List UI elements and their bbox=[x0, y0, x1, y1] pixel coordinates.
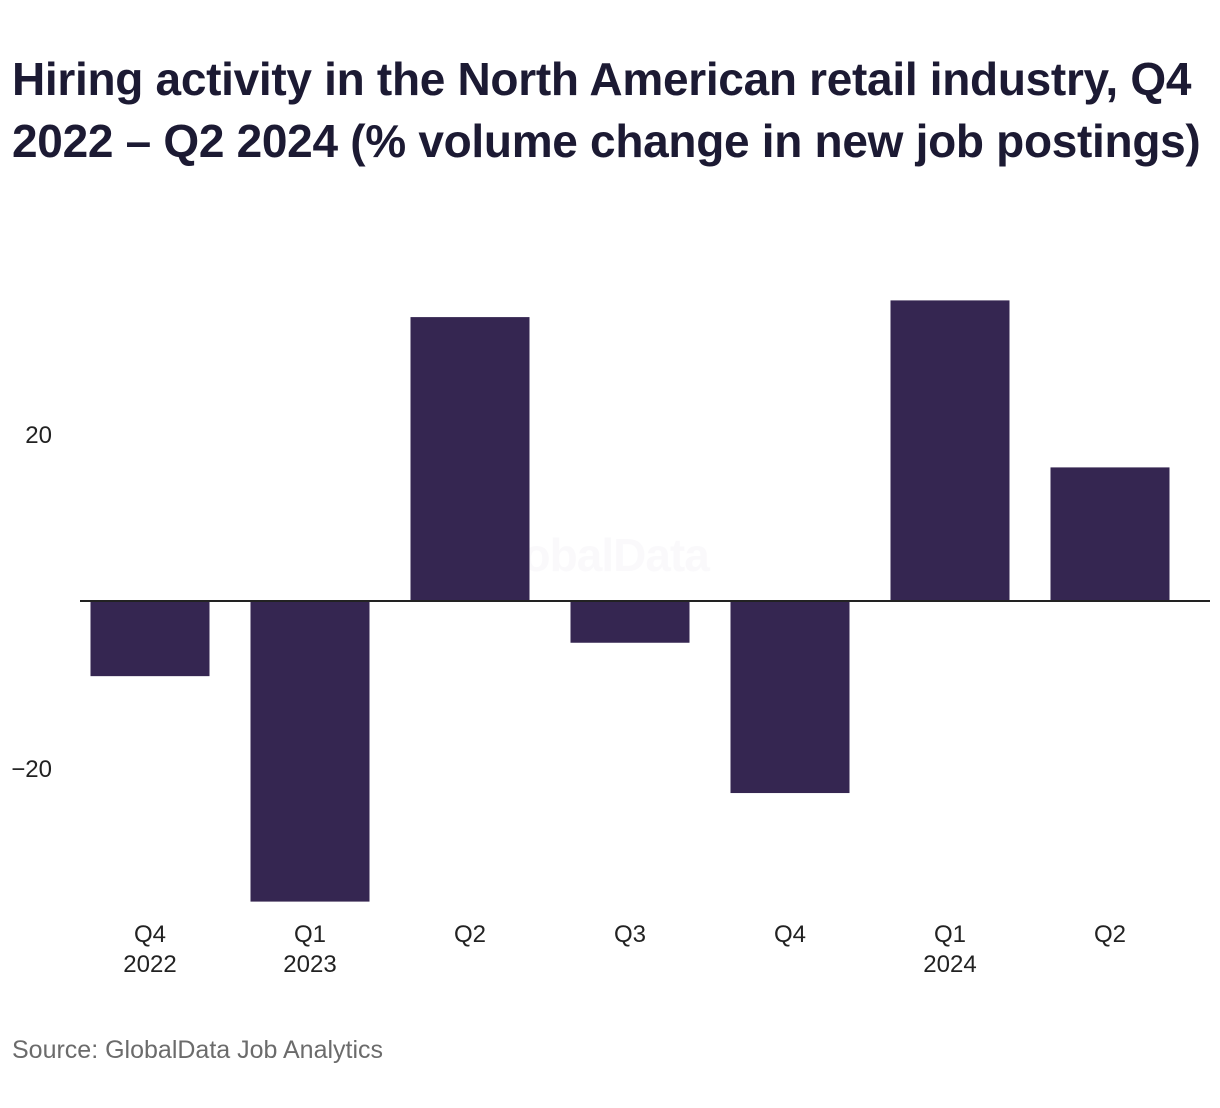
x-tick-year: 2023 bbox=[283, 951, 336, 978]
bar bbox=[730, 601, 850, 794]
bar bbox=[410, 317, 530, 601]
x-tick-year: 2022 bbox=[123, 951, 176, 978]
bar bbox=[570, 601, 690, 643]
x-tick-quarter: Q2 bbox=[1094, 921, 1126, 948]
source-note: Source: GlobalData Job Analytics bbox=[12, 1036, 384, 1064]
x-tick-quarter: Q4 bbox=[134, 921, 166, 948]
bar-chart: 20 −20 Q4 2022 Q1 2023 Q2 Q3 Q4 Q1 2024 Q2 bbox=[11, 300, 1210, 978]
y-tick-label: −20 bbox=[11, 756, 52, 783]
y-tick-label: 20 bbox=[25, 422, 52, 449]
x-tick-quarter: Q3 bbox=[614, 921, 646, 948]
bar bbox=[1050, 467, 1170, 601]
x-tick-quarter: Q2 bbox=[454, 921, 486, 948]
x-tick-quarter: Q4 bbox=[774, 921, 806, 948]
chart-title: Hiring activity in the North American re… bbox=[12, 53, 1201, 167]
x-tick-quarter: Q1 bbox=[934, 921, 966, 948]
bar bbox=[90, 601, 210, 677]
x-tick-quarter: Q1 bbox=[294, 921, 326, 948]
bar bbox=[250, 601, 370, 902]
bar bbox=[890, 300, 1010, 601]
x-tick-year: 2024 bbox=[923, 951, 976, 978]
